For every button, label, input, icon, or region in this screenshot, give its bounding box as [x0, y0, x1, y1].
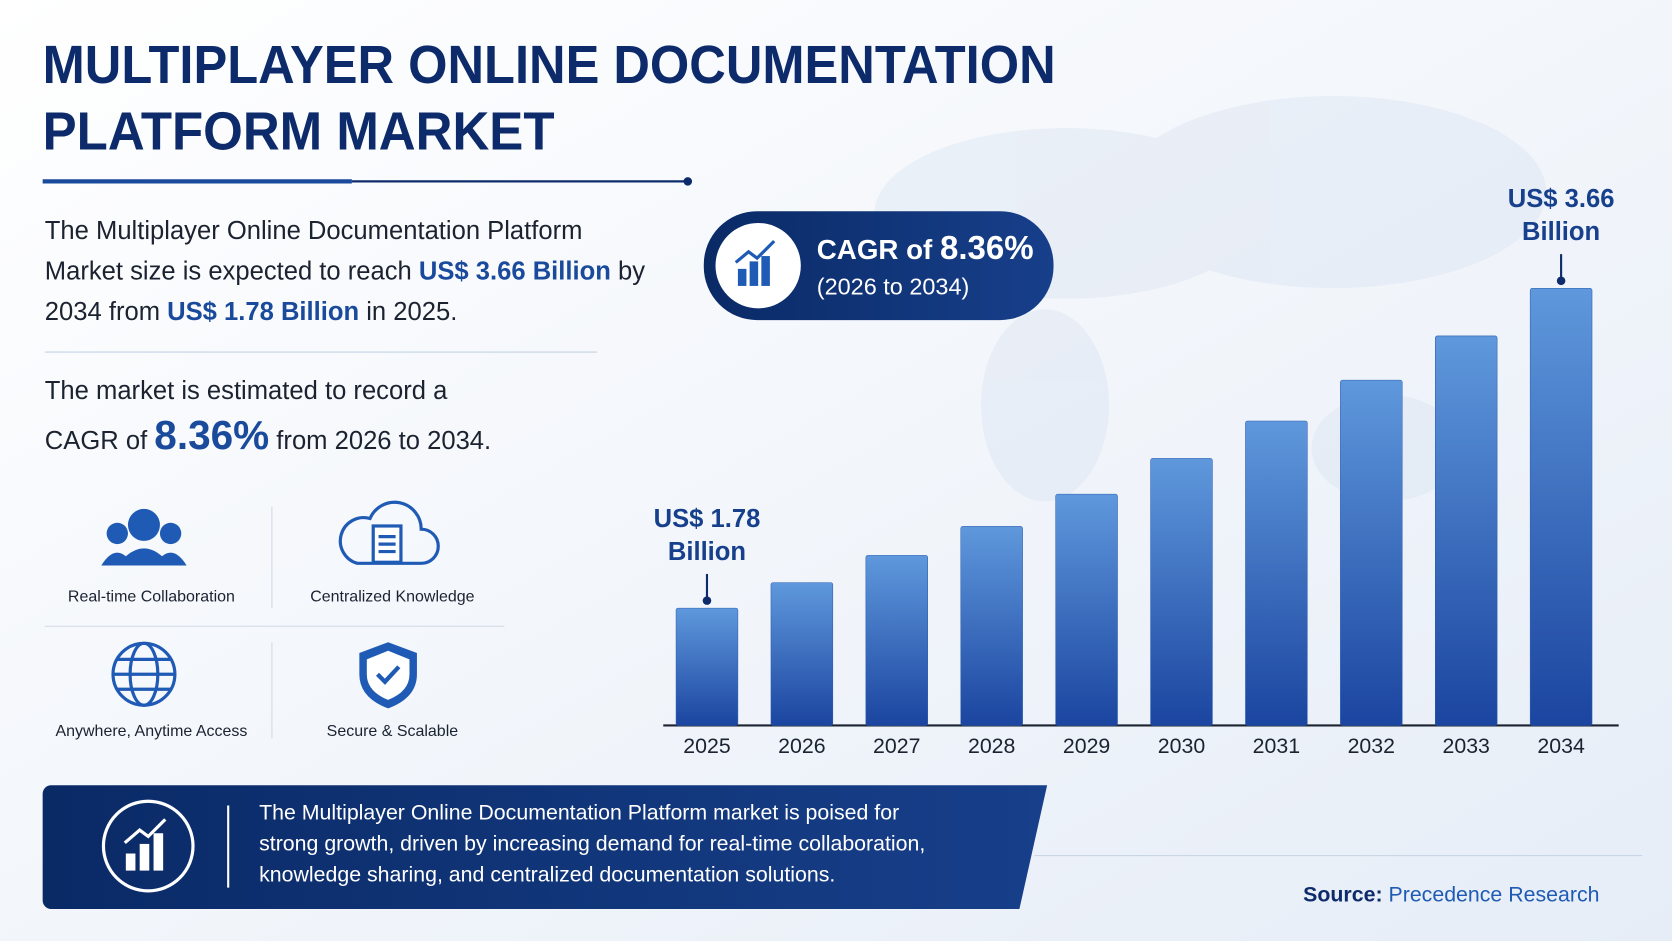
highlight: US$ 1.78 Billion: [167, 297, 360, 327]
title: MULTIPLAYER ONLINE DOCUMENTATION: [43, 36, 1056, 95]
badge-text: CAGR of: [817, 234, 933, 265]
banner-bg: [42, 785, 1048, 909]
feature-label: Centralized Knowledge: [310, 589, 474, 606]
badge-label: CAGR of 8.36%: [817, 230, 1034, 267]
bar: [1150, 458, 1213, 726]
badge-icon: [715, 222, 801, 309]
icon-cloud: [338, 500, 440, 565]
bar: [865, 555, 928, 726]
badge-bg: [703, 211, 1054, 321]
bar: [960, 526, 1023, 726]
connector-dot: [702, 596, 712, 605]
x-tick-label: 2026: [778, 734, 825, 758]
x-tick-label: 2025: [683, 734, 730, 758]
bar: [1055, 493, 1118, 726]
icon-users: [101, 508, 187, 566]
x-tick-label: 2031: [1253, 734, 1300, 758]
value-label-text: US$ 1.78 Billion: [653, 504, 761, 567]
highlight: US$ 3.66 Billion: [418, 257, 611, 286]
cagr-badge: CAGR of 8.36% (2026 to 2034): [703, 211, 1054, 321]
title: PLATFORM MARKET: [43, 102, 555, 161]
icon-globe: [111, 641, 177, 707]
bar: [1529, 288, 1593, 726]
source: Source: Precedence Research: [1303, 883, 1599, 907]
banner-icon: [101, 799, 195, 893]
banner-text: The Multiplayer Online Documentation Pla…: [259, 801, 926, 887]
badge-period: (2026 to 2034): [817, 273, 970, 299]
divider-dot: [683, 177, 693, 186]
icon-shield: [359, 642, 417, 709]
bar-chart: 2025 US$ 1.78 Billion 2026 2027 2028 2029 2030…: [653, 184, 1619, 758]
text: from 2026 to 2034.: [276, 426, 492, 456]
text: CAGR of: [44, 426, 148, 456]
features: Real-time Collaboration Centralized Know…: [44, 500, 505, 740]
x-tick-label: 2028: [968, 734, 1015, 758]
x-tick-label: 2032: [1348, 734, 1395, 758]
source-label: Source:: [1303, 883, 1382, 907]
x-tick-label: 2034: [1537, 734, 1585, 758]
bar: [675, 607, 739, 726]
bar: [1435, 335, 1498, 726]
badge-value: 8.36%: [940, 230, 1034, 267]
x-tick-label: 2033: [1442, 734, 1489, 758]
banner: The Multiplayer Online Documentation Pla…: [42, 785, 1048, 909]
source-name: Precedence Research: [1388, 883, 1599, 907]
text: in 2025.: [359, 297, 458, 327]
bar: [770, 582, 834, 726]
text: The Multiplayer Online Documentation Pla…: [259, 801, 926, 887]
bar: [1245, 420, 1308, 726]
feature-label: Secure & Scalable: [327, 723, 459, 740]
feature-label: Real-time Collaboration: [68, 589, 235, 606]
intro: The Multiplayer Online Documentation Pla…: [44, 216, 646, 327]
text: by 2034 from: [44, 257, 646, 327]
value-label: US$ 3.66 Billion: [1507, 184, 1615, 247]
highlight: 8.36%: [154, 413, 270, 459]
x-tick-label: 2027: [873, 734, 920, 758]
feature-label: Anywhere, Anytime Access: [55, 723, 247, 740]
x-tick-label: 2030: [1158, 734, 1206, 758]
cagr-text: The market is estimated to record a CAGR …: [44, 376, 492, 459]
text: The Multiplayer Online Documentation Pla…: [44, 216, 583, 286]
value-label: US$ 1.78 Billion: [653, 504, 761, 567]
x-tick-label: 2029: [1063, 734, 1110, 758]
text: The market is estimated to record a: [44, 376, 448, 406]
value-label-text: US$ 3.66 Billion: [1507, 184, 1615, 247]
bar: [1340, 379, 1403, 726]
connector-dot: [1556, 276, 1566, 286]
